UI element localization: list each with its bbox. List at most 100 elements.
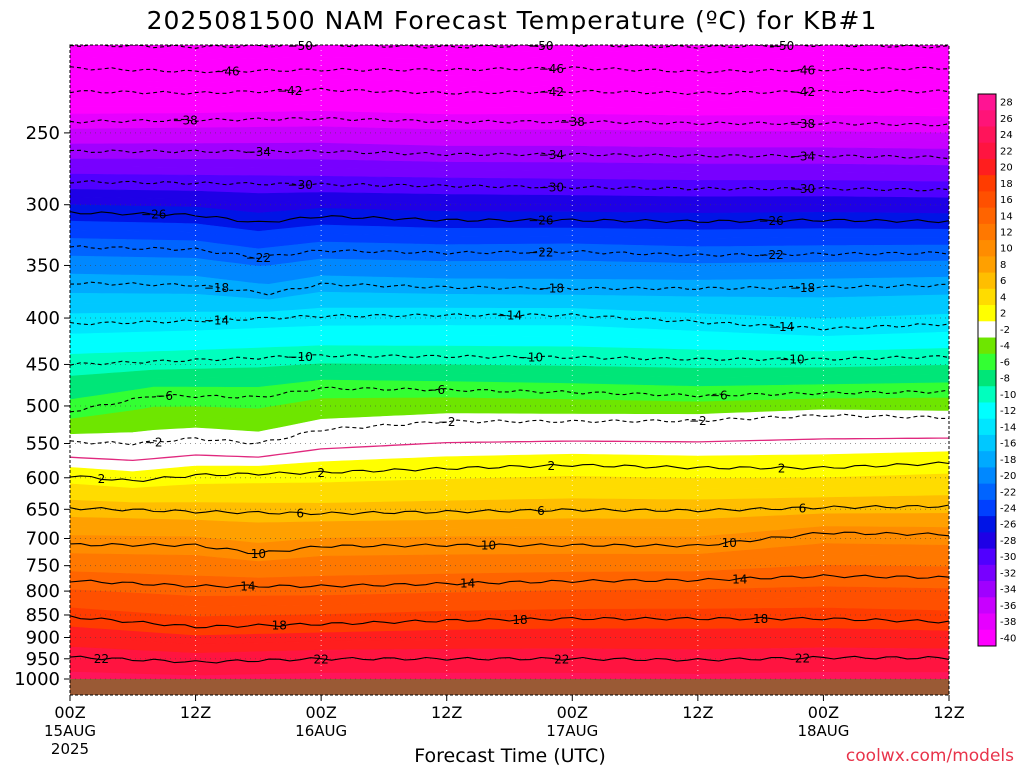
isotherm-label: 18 bbox=[272, 619, 287, 633]
isotherm-label: 6 bbox=[537, 504, 545, 518]
colorbar-label: -2 bbox=[1000, 325, 1010, 336]
isotherm-label: −10 bbox=[779, 353, 804, 367]
colorbar-label: -24 bbox=[1000, 504, 1016, 515]
colorbar-label: 26 bbox=[1000, 114, 1013, 125]
colorbar-label: -38 bbox=[1000, 617, 1016, 628]
colorbar-label: 2 bbox=[1000, 309, 1006, 320]
isotherm-label: −10 bbox=[288, 350, 313, 364]
y-tick-label: 800 bbox=[26, 581, 60, 602]
isotherm-label: −26 bbox=[141, 208, 166, 222]
colorbar-label: -12 bbox=[1000, 406, 1016, 417]
colorbar-swatch bbox=[978, 207, 996, 225]
isotherm-label: −42 bbox=[539, 85, 564, 99]
isotherm-minus46 bbox=[70, 66, 949, 74]
colorbar-label: -4 bbox=[1000, 341, 1010, 352]
colorbar-swatch bbox=[978, 467, 996, 485]
isotherm-14 bbox=[70, 574, 949, 589]
x-tick-label: 00Z bbox=[305, 703, 336, 722]
x-tick-label: 12Z bbox=[682, 703, 713, 722]
y-tick-label: 600 bbox=[26, 468, 60, 489]
isotherm-label: −22 bbox=[758, 248, 783, 262]
colorbar-swatch bbox=[978, 548, 996, 566]
y-tick-label: 500 bbox=[26, 396, 60, 417]
y-tick-label: 950 bbox=[26, 649, 60, 670]
isotherm-label: −30 bbox=[539, 181, 564, 195]
colorbar-swatch bbox=[978, 483, 996, 501]
isotherm-label: −6 bbox=[427, 383, 445, 397]
isotherm-10 bbox=[70, 531, 949, 555]
isotherm-label: −18 bbox=[204, 281, 229, 295]
isotherm-label: −34 bbox=[539, 148, 564, 162]
colorbar-swatch bbox=[978, 158, 996, 176]
y-tick-label: 700 bbox=[26, 528, 60, 549]
isotherm-label: 14 bbox=[460, 577, 475, 591]
y-tick-label: 1000 bbox=[14, 669, 60, 690]
isotherm-label: 10 bbox=[481, 539, 496, 553]
colorbar-label: -36 bbox=[1000, 601, 1016, 612]
isotherm-label: 10 bbox=[251, 547, 266, 561]
y-tick-label: 300 bbox=[26, 195, 60, 216]
isotherm-label: −2 bbox=[438, 415, 456, 429]
y-tick-label: 400 bbox=[26, 308, 60, 329]
colorbar-label: -8 bbox=[1000, 374, 1010, 385]
colorbar-swatch bbox=[978, 94, 996, 111]
x-tick-label: 00Z bbox=[54, 703, 85, 722]
isotherm-minus38 bbox=[70, 116, 949, 127]
colorbar-label: 18 bbox=[1000, 179, 1013, 190]
isotherm-minus30 bbox=[70, 180, 949, 192]
temperature-band bbox=[70, 0, 949, 18]
colorbar-label: 8 bbox=[1000, 260, 1006, 271]
isotherm-label: −46 bbox=[790, 64, 815, 78]
colorbar-label: -40 bbox=[1000, 633, 1016, 644]
isotherm-label: −22 bbox=[246, 251, 271, 265]
isotherm-label: −46 bbox=[214, 65, 239, 79]
colorbar-label: 12 bbox=[1000, 228, 1013, 239]
isotherm-lines bbox=[70, 45, 949, 664]
x-date-label: 17AUG bbox=[546, 722, 598, 740]
colorbar-swatch bbox=[978, 434, 996, 452]
colorbar-label: 28 bbox=[1000, 98, 1013, 109]
y-tick-label: 550 bbox=[26, 433, 60, 454]
isotherm-minus18 bbox=[70, 281, 949, 296]
colorbar-label: 22 bbox=[1000, 146, 1013, 157]
isotherm-label: 14 bbox=[732, 572, 747, 586]
credit-text: coolwx.com/models bbox=[845, 746, 1014, 766]
isotherm-label: −14 bbox=[497, 309, 522, 323]
isotherm-label: 18 bbox=[753, 612, 768, 626]
colorbar-label: -32 bbox=[1000, 568, 1016, 579]
colorbar-label: -16 bbox=[1000, 439, 1016, 450]
isotherm-6 bbox=[70, 504, 949, 516]
isotherm-label: 22 bbox=[795, 651, 810, 665]
colorbar-swatch bbox=[978, 175, 996, 192]
colorbar-label: -28 bbox=[1000, 536, 1016, 547]
isotherm-18 bbox=[70, 615, 949, 629]
colorbar-swatch bbox=[978, 223, 996, 241]
colorbar-swatch bbox=[978, 370, 996, 387]
x-tick-label: 12Z bbox=[933, 703, 964, 722]
isotherm-label: −14 bbox=[769, 320, 794, 334]
isotherm-label: 14 bbox=[240, 580, 255, 594]
colorbar-label: -34 bbox=[1000, 585, 1016, 596]
colorbar-label: -26 bbox=[1000, 520, 1016, 531]
isotherm-2 bbox=[70, 461, 949, 482]
isotherm-labels: −50 −50 −50 −46 −46 −46 −42 −42 −42 −38 −38 −38 −34 −… bbox=[94, 39, 815, 666]
isotherm-label: −26 bbox=[758, 214, 783, 228]
x-tick-label: 12Z bbox=[431, 703, 462, 722]
x-tick-label: 00Z bbox=[808, 703, 839, 722]
isotherm-label: −6 bbox=[155, 389, 173, 403]
x-tick-label: 12Z bbox=[180, 703, 211, 722]
y-tick-label: 900 bbox=[26, 627, 60, 648]
colorbar-swatch bbox=[978, 321, 996, 338]
temperature-band bbox=[70, 671, 949, 679]
isotherm-22 bbox=[70, 655, 949, 664]
x-date-label: 15AUG bbox=[44, 722, 96, 740]
ground-layer bbox=[70, 679, 949, 695]
isotherm-label: −46 bbox=[539, 62, 564, 76]
colorbar-label: -10 bbox=[1000, 390, 1016, 401]
y-tick-label: 350 bbox=[26, 255, 60, 276]
colorbar-label: -18 bbox=[1000, 455, 1016, 466]
isotherm-label: −50 bbox=[769, 39, 794, 53]
colorbar-swatch bbox=[978, 256, 996, 273]
colorbar-swatch bbox=[978, 516, 996, 533]
